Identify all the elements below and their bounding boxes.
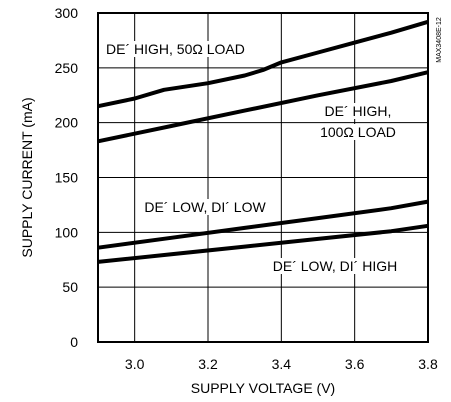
- y-tick-label: 100: [55, 224, 79, 240]
- axis-ticks: 3.0 3.2 3.4 3.6 3.8 0 50 100 150 200 250 300: [55, 5, 438, 372]
- y-tick-label: 150: [55, 170, 79, 186]
- plot-frame: [97, 12, 429, 343]
- y-axis-title: SUPPLY CURRENT (mA): [19, 97, 35, 257]
- series-label: DE´ HIGH,: [325, 103, 392, 119]
- series-label-background: [103, 41, 248, 57]
- series-label-background: [141, 199, 270, 215]
- series-label: DE´ LOW, DI´ HIGH: [273, 258, 397, 274]
- series-label: DE´ LOW, DI´ LOW: [144, 199, 266, 215]
- x-tick-label: 3.4: [272, 356, 292, 372]
- x-tick-label: 3.8: [418, 356, 438, 372]
- x-axis-title: SUPPLY VOLTAGE (V): [191, 380, 335, 396]
- series-line-1: [97, 19, 429, 109]
- x-tick-label: 3.6: [345, 356, 365, 372]
- series-label-backgrounds: [103, 41, 401, 274]
- series-line-4: [97, 223, 429, 264]
- y-tick-label: 50: [62, 279, 78, 295]
- series-lines: [97, 19, 429, 264]
- y-tick-label: 200: [55, 115, 79, 131]
- y-tick-label: 300: [55, 5, 79, 21]
- y-tick-label: 0: [70, 334, 78, 350]
- x-tick-label: 3.0: [125, 356, 145, 372]
- series-line-3: [97, 199, 429, 250]
- series-label-background: [269, 258, 401, 274]
- part-number-annotation: MAX3408E-12: [436, 17, 443, 63]
- x-tick-label: 3.2: [198, 356, 218, 372]
- series-labels: DE´ HIGH, 50Ω LOAD DE´ HIGH, 100Ω LOAD DE´ …: [106, 41, 397, 274]
- series-label-background: [321, 103, 395, 119]
- series-label: 100Ω LOAD: [320, 124, 396, 140]
- series-label-background: [317, 124, 399, 140]
- grid: [98, 12, 429, 343]
- y-tick-label: 250: [55, 60, 79, 76]
- series-label: DE´ HIGH, 50Ω LOAD: [106, 41, 245, 57]
- series-line-2: [97, 70, 429, 144]
